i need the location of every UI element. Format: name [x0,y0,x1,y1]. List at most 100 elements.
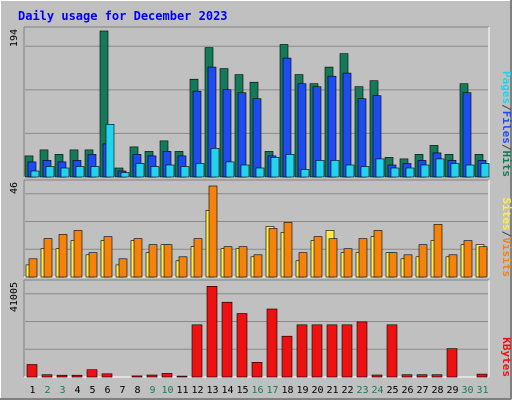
bar-pages-day-18 [285,154,295,178]
bar-kbytes-day-19 [296,324,308,378]
bar-pages-day-31 [480,163,490,178]
day-label-12: 12 [191,385,203,396]
bar-pages-day-25 [390,167,400,178]
bar-kbytes-day-4 [71,374,83,378]
legend-item: / [500,231,512,238]
legend-item: Sites [500,198,512,231]
bar-kbytes-day-16 [251,361,263,378]
series-legend: KBytes [500,337,512,377]
bar-kbytes-day-10 [161,373,173,378]
day-label-19: 19 [296,385,308,396]
day-label-24: 24 [371,385,383,396]
bar-pages-day-4 [75,166,85,178]
legend-text: Sites/Visits [500,198,512,278]
day-label-29: 29 [446,385,458,396]
bar-kbytes-day-18 [281,335,293,378]
panel-kbytes: 41005 KBytes [9,279,512,378]
bar-kbytes-day-2 [41,374,53,378]
bar-kbytes-day-15 [236,313,248,378]
day-label-31: 31 [476,385,488,396]
day-label-6: 6 [104,385,110,396]
bar-visits-day-17 [268,228,278,278]
ymax-label: 46 [9,182,20,194]
legend-text: KBytes [500,337,512,377]
bar-pages-day-15 [240,164,250,178]
bar-visits-day-1 [28,258,38,278]
bar-files-day-15 [237,92,247,178]
bar-visits-day-15 [238,246,248,278]
bar-visits-day-9 [148,244,158,278]
bar-visits-day-28 [433,224,443,278]
bar-files-day-23 [357,98,367,178]
day-label-14: 14 [221,385,233,396]
day-label-26: 26 [401,385,413,396]
bar-pages-day-30 [465,164,475,178]
bar-visits-day-8 [133,238,143,278]
bar-pages-day-28 [435,158,445,178]
bar-visits-day-16 [253,254,263,278]
bar-visits-day-10 [163,244,173,278]
bar-kbytes-day-13 [206,285,218,378]
day-label-17: 17 [266,385,278,396]
day-label-11: 11 [176,385,188,396]
bar-kbytes-day-11 [176,375,188,378]
bar-pages-day-14 [225,161,235,178]
bar-visits-day-11 [178,256,188,278]
panel-frame [24,280,489,377]
bar-pages-day-1 [30,170,40,178]
bar-files-day-16 [252,98,262,178]
bar-visits-day-20 [313,236,323,278]
bar-pages-day-3 [60,167,70,178]
bar-visits-day-6 [103,236,113,278]
bar-visits-day-14 [223,246,233,278]
bar-visits-day-30 [463,240,473,278]
bar-visits-day-31 [478,246,488,278]
bar-visits-day-7 [118,258,128,278]
bar-pages-day-10 [165,164,175,178]
bar-kbytes-day-5 [86,369,98,378]
bar-pages-day-12 [195,163,205,178]
day-label-2: 2 [44,385,50,396]
chart-title: Daily usage for December 2023 [18,9,228,23]
bar-kbytes-day-31 [476,373,488,378]
day-label-13: 13 [206,385,218,396]
day-label-22: 22 [341,385,353,396]
day-label-30: 30 [461,385,473,396]
bar-kbytes-day-26 [401,374,413,378]
bar-visits-day-19 [298,252,308,278]
bar-pages-day-13 [210,148,220,178]
bar-visits-day-29 [448,254,458,278]
bar-kbytes-day-6 [101,373,113,378]
bar-kbytes-day-20 [311,324,323,378]
day-label-3: 3 [59,385,65,396]
bar-kbytes-day-8 [131,375,143,378]
legend-item: Pages [500,71,512,104]
bar-pages-day-21 [330,160,340,178]
bar-pages-day-22 [345,164,355,178]
day-label-25: 25 [386,385,398,396]
bar-kbytes-day-23 [356,321,368,378]
bar-pages-day-7 [120,172,130,178]
series-legend: Sites/Visits [500,198,512,278]
series-legend: Pages/Files/Hits [500,71,512,177]
bar-kbytes-day-9 [146,374,158,378]
bar-visits-day-18 [283,222,293,278]
bar-kbytes-day-1 [26,364,38,378]
day-label-9: 9 [149,385,155,396]
legend-item: KBytes [500,337,512,377]
day-label-18: 18 [281,385,293,396]
day-label-27: 27 [416,385,428,396]
bar-visits-day-21 [328,238,338,278]
bar-visits-day-24 [373,230,383,278]
bar-kbytes-day-14 [221,301,233,378]
ymax-label: 41005 [9,282,20,312]
bar-kbytes-day-21 [326,324,338,378]
bar-pages-day-17 [270,157,280,178]
day-label-5: 5 [89,385,95,396]
bar-files-day-30 [462,92,472,178]
bar-pages-day-24 [375,158,385,178]
bar-visits-day-22 [343,248,353,278]
bar-pages-day-16 [255,167,265,178]
